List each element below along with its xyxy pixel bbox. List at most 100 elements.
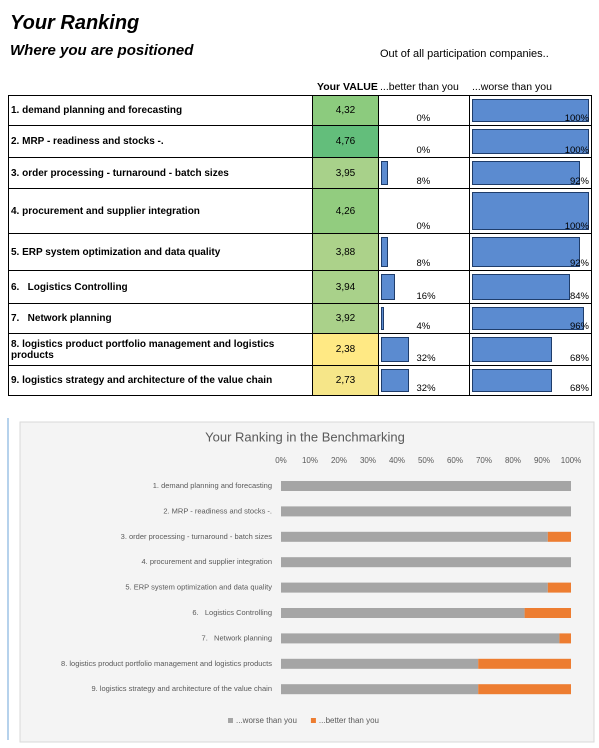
better-cell: 0% [378,95,470,126]
better-label: 0% [416,221,431,232]
value-cell: 3,95 [312,157,379,189]
x-tick-label: 0% [275,456,287,465]
better-bar [381,307,385,330]
worse-cell: 96% [469,303,592,334]
column-header: ...worse than you [472,81,552,93]
value-cell: 4,32 [312,95,379,126]
x-tick-label: 70% [476,456,492,465]
row-label: 7. Network planning [8,303,313,334]
value-cell: 4,26 [312,188,379,234]
row-label: 2. MRP - readiness and stocks -. [8,125,313,158]
worse-bar [472,129,589,154]
value-cell: 3,88 [312,233,379,271]
title: Your Ranking [10,12,140,34]
worse-cell: 84% [469,270,592,304]
column-header: Your VALUE [317,81,378,93]
bar [281,531,548,542]
x-tick-label: 20% [331,456,347,465]
bar [281,684,479,695]
bar [547,531,571,542]
row-label: 8. logistics product portfolio managemen… [8,333,313,366]
x-tick-label: 60% [447,456,463,465]
x-tick-label: 90% [534,456,550,465]
bar [281,557,571,568]
row-label: 4. procurement and supplier integration [8,188,313,234]
worse-bar [472,237,580,267]
table-row: 2. MRP - readiness and stocks -. 4,76 0% 10… [8,125,592,158]
value-cell: 2,73 [312,365,379,396]
value-cell: 4,76 [312,125,379,158]
legend-swatch [310,718,316,723]
better-cell: 4% [378,303,470,334]
better-cell: 0% [378,188,470,234]
better-label: 0% [416,113,431,124]
better-label: 32% [416,383,436,394]
worse-label: 68% [569,383,589,394]
note: Out of all participation companies.. [380,48,549,60]
better-label: 4% [416,321,431,332]
better-bar [381,161,388,185]
bar [281,481,571,491]
worse-label: 100% [564,145,589,156]
table-row: 3. order processing - turnaround - batch… [8,157,592,189]
better-cell: 16% [378,270,470,304]
worse-cell: 68% [469,333,592,366]
better-bar [381,237,388,267]
x-tick-label: 10% [302,456,318,465]
worse-cell: 92% [469,233,592,271]
x-tick-label: 80% [505,456,521,465]
y-tick-label: 3. order processing - turnaround - batch… [121,532,273,541]
worse-label: 92% [569,258,589,269]
table-row: 6. Logistics Controlling 3,94 16% 84% [8,270,592,304]
bar [281,608,525,618]
legend-label: ...worse than you [236,716,297,725]
row-label: 9. logistics strategy and architecture o… [8,365,313,396]
y-tick-label: 8. logistics product portfolio managemen… [61,659,272,668]
bar [478,684,571,695]
better-label: 0% [416,145,431,156]
better-bar [381,337,409,362]
bar [547,582,571,593]
row-label: 1. demand planning and forecasting [8,95,313,126]
x-tick-label: 50% [418,456,434,465]
legend-swatch [228,718,233,723]
y-tick-label: 7. Network planning [202,633,272,642]
ranking-table: 1. demand planning and forecasting 4,32 0%… [8,95,592,396]
value-cell: 3,94 [312,270,379,304]
worse-cell: 68% [469,365,592,396]
worse-cell: 100% [469,95,592,126]
worse-cell: 92% [469,157,592,189]
bar [281,506,571,517]
worse-label: 84% [569,291,589,302]
better-cell: 8% [378,233,470,271]
worse-label: 100% [564,113,589,124]
row-label: 5. ERP system optimization and data qual… [8,233,313,271]
y-tick-label: 6. Logistics Controlling [192,608,272,617]
better-cell: 8% [378,157,470,189]
worse-bar [472,99,589,122]
table-row: 1. demand planning and forecasting 4,32 0%… [8,95,592,126]
y-tick-label: 9. logistics strategy and architecture o… [91,684,272,693]
worse-bar [472,274,571,300]
worse-cell: 100% [469,188,592,234]
bar [524,608,571,618]
worse-label: 96% [569,321,589,332]
x-tick-label: 30% [360,456,376,465]
value-cell: 2,38 [312,333,379,366]
bar [559,633,571,644]
bar [281,633,560,644]
chart: Your Ranking in the Benchmarking 0% 10% 20… [7,418,595,743]
bar [281,582,548,593]
x-tick-label: 100% [561,456,581,465]
better-label: 16% [416,291,436,302]
x-tick-label: 40% [389,456,405,465]
better-label: 8% [416,258,431,269]
subtitle: Where you are positioned [10,42,194,59]
worse-bar [472,337,552,362]
better-cell: 0% [378,125,470,158]
value-cell: 3,92 [312,303,379,334]
y-tick-label: 5. ERP system optimization and data qual… [125,583,272,592]
worse-label: 100% [564,221,589,232]
worse-cell: 100% [469,125,592,158]
